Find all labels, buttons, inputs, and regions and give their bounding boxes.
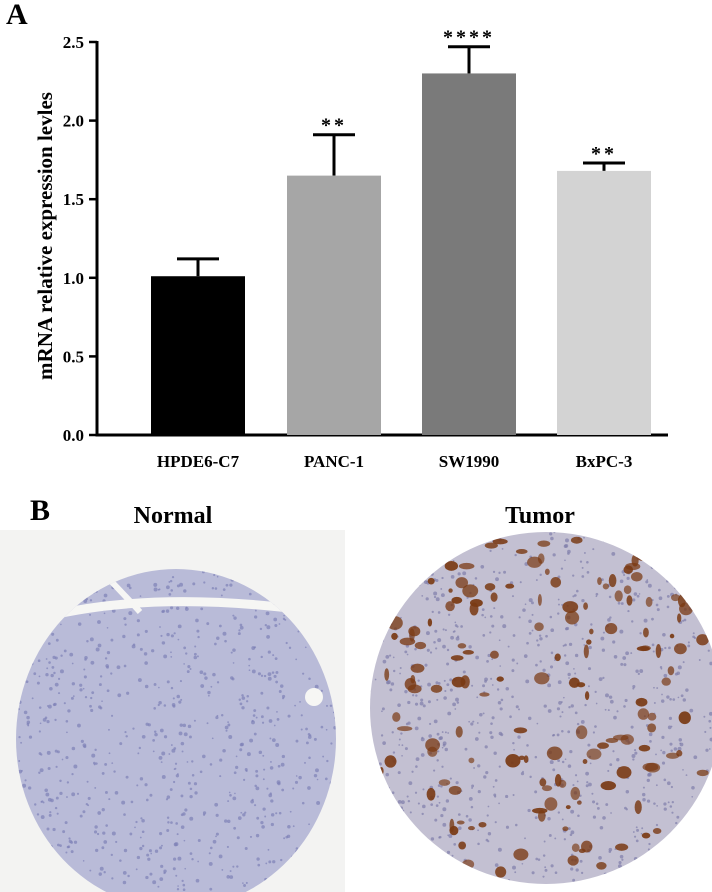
normal-tissue-image <box>0 530 345 892</box>
tumor-title: Tumor <box>505 503 575 529</box>
y-tick-label: 2.0 <box>63 112 84 131</box>
significance-label: ** <box>321 115 347 137</box>
bar-panc-1 <box>287 175 381 435</box>
normal-title: Normal <box>133 503 213 529</box>
tumor-tissue-core <box>366 530 712 892</box>
y-tick-label: 0.0 <box>63 426 84 445</box>
y-tick-label: 0.5 <box>63 347 84 366</box>
bar-chart: 0.0 0.5 1.0 1.5 2.0 2.5 HPDE6-C7 ** PANC-1 **** S… <box>33 27 668 471</box>
tissue-hole <box>305 688 323 706</box>
y-tick-label: 1.5 <box>63 190 84 209</box>
bars: HPDE6-C7 ** PANC-1 **** SW1990 ** BxPC-3 <box>151 27 651 471</box>
bar-bxpc-3 <box>557 170 651 436</box>
panel-b-label: B <box>30 494 51 527</box>
x-tick-label: BxPC-3 <box>576 452 633 471</box>
x-tick-label: PANC-1 <box>304 452 364 471</box>
y-tick-label: 1.0 <box>63 269 84 288</box>
significance-label: ** <box>591 143 617 165</box>
y-axis-label: mRNA relative expression levles <box>33 92 57 380</box>
x-tick-label: SW1990 <box>439 452 499 471</box>
bar-hpde6-c7 <box>151 276 245 435</box>
y-axis: 0.0 0.5 1.0 1.5 2.0 2.5 <box>63 33 668 445</box>
panel-a-label: A <box>6 0 28 31</box>
bar-sw1990 <box>422 73 516 435</box>
y-tick-label: 2.5 <box>63 33 84 52</box>
tumor-core-disc <box>370 532 712 884</box>
tumor-tissue-image <box>366 530 712 892</box>
x-tick-label: HPDE6-C7 <box>157 452 240 471</box>
significance-label: **** <box>443 27 495 49</box>
positive-staining <box>374 533 709 884</box>
normal-tissue-core <box>0 530 345 892</box>
